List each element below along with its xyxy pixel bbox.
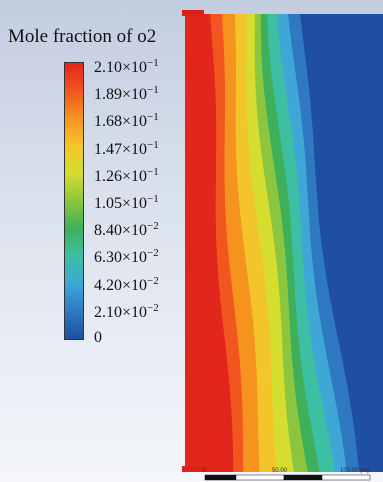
scale-bar-label: 50.00 — [272, 468, 288, 474]
colorbar — [64, 62, 84, 340]
colorbar-tick-label: 1.68×10−1 — [94, 111, 159, 131]
scale-bar-segment — [235, 474, 285, 481]
legend-title: Mole fraction of o2 — [8, 26, 157, 47]
colorbar-tick-label: 8.40×10−2 — [94, 220, 159, 240]
scale-bar-segment — [321, 474, 371, 481]
scale-bar: 0 50.00 100.00 (m) — [203, 468, 371, 481]
colorbar-tick-label: 0 — [94, 329, 102, 346]
colorbar-tick-label: 2.10×10−2 — [94, 301, 159, 321]
colorbar-tick-label: 4.20×10−2 — [94, 274, 159, 294]
scale-bar-segment — [204, 474, 237, 481]
colorbar-tick-label: 1.26×10−1 — [94, 165, 159, 185]
scale-bar-label: 0 — [203, 468, 207, 474]
colorbar-tick-label: 6.30×10−2 — [94, 247, 159, 267]
colorbar-tick-label: 1.05×10−1 — [94, 193, 159, 212]
boundary-marker — [182, 10, 204, 16]
scale-bar-label: 100.00 (m) — [340, 468, 369, 474]
colorbar-tick-label: 1.89×10−1 — [94, 84, 159, 104]
contour-band — [185, 14, 234, 472]
colorbar-tick-label: 1.47×10−1 — [94, 138, 159, 158]
colorbar-tick-label: 2.10×10−1 — [94, 57, 159, 76]
scale-bar-segment — [283, 474, 323, 481]
boundary-marker — [182, 466, 204, 472]
